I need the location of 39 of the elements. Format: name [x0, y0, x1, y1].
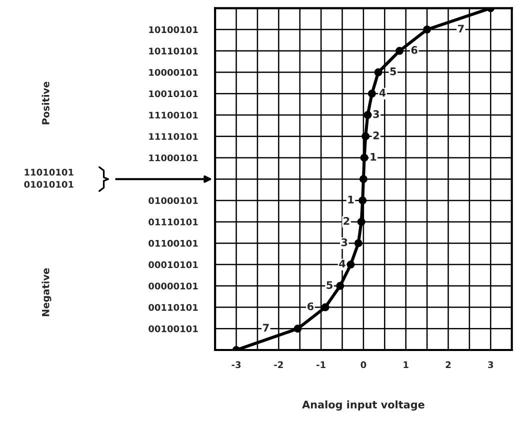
y-tick-label: 10100101	[149, 26, 198, 34]
y-tick-label: 01000101	[148, 197, 198, 204]
y-tick-label: 11100101	[149, 112, 198, 119]
annotation: 1	[348, 196, 354, 204]
annotation: 4	[379, 88, 386, 97]
x-tick-label: 3	[488, 361, 494, 368]
text: Negative	[42, 268, 52, 316]
text: 11010101 01010101	[24, 168, 74, 188]
annotation: 6	[411, 46, 418, 54]
annotation: 2	[373, 132, 379, 140]
x-tick-label: -1	[316, 361, 326, 368]
annotation: 1	[370, 153, 376, 161]
y-tick-label: 11110101	[149, 133, 198, 140]
annotation: 7	[263, 324, 269, 332]
y-tick-label: 01110101	[148, 218, 198, 226]
y-tick-label: 00000101	[148, 282, 198, 290]
x-axis-title: Analog input voltage	[302, 400, 424, 411]
annotation: 4	[339, 260, 346, 268]
y-tick-label: 00110101	[148, 304, 198, 311]
y-tick-label: 10010101	[149, 90, 198, 98]
annotation: 7	[458, 24, 464, 32]
annotation: 3	[373, 110, 379, 118]
x-tick-label: -2	[274, 361, 283, 368]
text: Positive	[42, 82, 50, 124]
x-tick-label: 0	[360, 361, 366, 368]
y-tick-label: 00010101	[148, 261, 198, 268]
y-tick-label: 10110101	[149, 48, 198, 54]
x-tick-label: 1	[404, 361, 408, 368]
annotation: 6	[307, 302, 314, 310]
x-tick-label: 2	[446, 361, 451, 368]
y-tick-label: 10000101	[149, 68, 198, 76]
y-tick-label: 11000101	[149, 154, 198, 162]
y-tick-label: 01100101	[148, 240, 198, 247]
annotation: 5	[326, 281, 332, 289]
annotation: 2	[344, 216, 350, 225]
y-tick-label: 00100101	[148, 325, 198, 332]
annotation: 5	[390, 68, 396, 76]
annotation: 3	[341, 238, 348, 246]
x-tick-label: -3	[232, 361, 241, 368]
